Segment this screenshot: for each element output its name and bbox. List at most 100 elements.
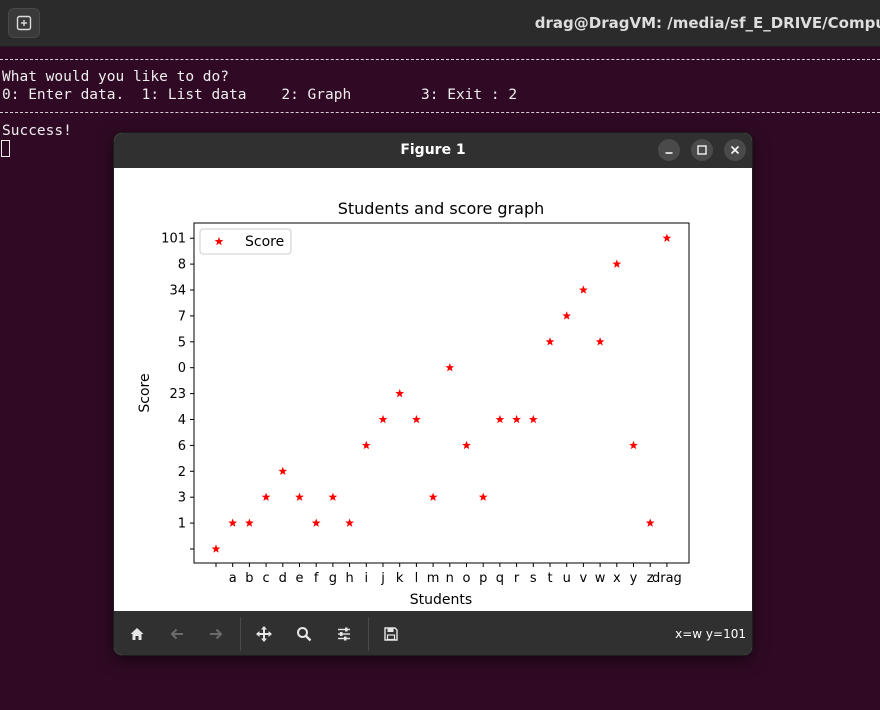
minimize-icon	[665, 152, 673, 154]
x-tick-label: d	[279, 571, 287, 586]
divider-line	[0, 59, 880, 60]
data-point-star	[562, 311, 572, 320]
data-point-star	[662, 233, 672, 242]
y-tick-label: 1	[178, 517, 186, 532]
pan-button[interactable]	[251, 622, 277, 646]
data-point-star	[629, 440, 638, 450]
terminal-result-line: Success!	[2, 123, 72, 139]
back-arrow-icon	[170, 628, 183, 640]
divider-line	[0, 112, 880, 113]
terminal-header: drag@DragVM: /media/sf_E_DRIVE/Compu	[0, 0, 880, 47]
series-score	[211, 233, 672, 553]
data-point-star	[462, 440, 471, 450]
data-point-star	[245, 518, 254, 527]
home-button[interactable]	[124, 622, 150, 646]
y-tick-label: 101	[161, 232, 186, 247]
x-tick-label: s	[530, 571, 537, 586]
data-point-star	[595, 337, 605, 346]
y-tick-label: 2	[178, 465, 186, 480]
chart-legend: Score	[199, 228, 292, 255]
y-tick-label: 4	[178, 413, 186, 428]
data-point-star	[445, 363, 455, 372]
data-point-star	[378, 414, 388, 424]
legend-marker-star	[214, 236, 224, 246]
y-tick-label: 0	[178, 361, 186, 376]
y-tick-label: 3	[178, 491, 186, 506]
data-point-star	[211, 544, 221, 553]
x-tick-label: g	[329, 571, 337, 586]
data-point-star	[579, 285, 588, 294]
x-tick-label: y	[630, 571, 638, 586]
toolbar-separator	[368, 617, 369, 651]
x-tick-label: v	[580, 571, 588, 586]
toolbar-separator	[240, 617, 241, 651]
y-tick-label: 8	[178, 258, 186, 273]
y-axis-label: Score	[137, 373, 153, 412]
cursor-coordinates: x=w y=101	[675, 627, 746, 641]
x-tick-label: e	[296, 571, 304, 586]
zoom-icon	[297, 627, 312, 642]
data-point-star	[311, 518, 321, 527]
new-tab-icon	[16, 15, 32, 31]
y-tick-label: 6	[178, 439, 186, 454]
x-tick-label: f	[314, 571, 319, 586]
forward-arrow-icon	[210, 628, 223, 640]
y-tick-label: 7	[178, 309, 186, 324]
data-point-star	[645, 518, 655, 527]
terminal-menu-line: 0: Enter data. 1: List data 2: Graph 3: …	[2, 87, 518, 103]
x-tick-label: h	[345, 571, 353, 586]
forward-button[interactable]	[203, 622, 229, 646]
x-tick-label: b	[245, 571, 253, 586]
maximize-button[interactable]	[691, 139, 713, 161]
data-point-star	[412, 414, 421, 424]
x-tick-label: q	[496, 571, 504, 586]
zoom-button[interactable]	[291, 622, 317, 646]
data-point-star	[228, 518, 238, 527]
legend-box	[199, 228, 292, 255]
y-axis: 1 3 2 6 4 23 0 5 7 34 8 101	[161, 232, 194, 550]
figure-title: Figure 1	[400, 142, 466, 158]
x-tick-label: c	[263, 571, 270, 586]
x-tick-label: m	[427, 571, 440, 586]
new-tab-button[interactable]	[8, 8, 40, 38]
x-tick-label: a	[229, 571, 237, 586]
data-point-star	[478, 492, 488, 501]
x-tick-label: o	[463, 571, 471, 586]
configure-subplots-button[interactable]	[331, 622, 357, 646]
minimize-button[interactable]	[658, 139, 680, 161]
data-point-star	[261, 492, 271, 501]
figure-toolbar: x=w y=101	[114, 611, 752, 655]
legend-label-score: Score	[245, 234, 284, 250]
data-point-star	[512, 414, 521, 424]
figure-titlebar[interactable]: Figure 1	[114, 133, 752, 168]
axes-frame	[193, 222, 690, 564]
data-point-star	[528, 414, 538, 424]
save-button[interactable]	[378, 622, 404, 646]
close-icon	[730, 145, 740, 155]
maximize-icon	[697, 145, 707, 155]
x-tick-label: w	[595, 571, 606, 586]
chart-title: Students and score graph	[338, 199, 545, 218]
x-tick-label: drag	[652, 571, 682, 586]
terminal-output[interactable]: What would you like to do? 0: Enter data…	[0, 46, 880, 710]
close-button[interactable]	[724, 139, 746, 161]
y-tick-label: 23	[169, 387, 186, 402]
x-tick-label: p	[479, 571, 487, 586]
x-tick-label: z	[647, 571, 654, 586]
data-point-star	[495, 414, 505, 424]
x-tick-label: t	[547, 571, 552, 586]
home-icon	[130, 628, 144, 640]
x-tick-label: k	[396, 571, 404, 586]
data-point-star	[395, 389, 405, 398]
back-button[interactable]	[164, 622, 190, 646]
data-point-star	[428, 492, 438, 501]
data-point-star	[295, 492, 304, 501]
y-tick-label: 5	[178, 335, 186, 350]
pan-icon	[256, 626, 272, 642]
x-tick-label: x	[613, 571, 621, 586]
data-point-star	[328, 492, 338, 501]
save-icon	[384, 627, 398, 641]
